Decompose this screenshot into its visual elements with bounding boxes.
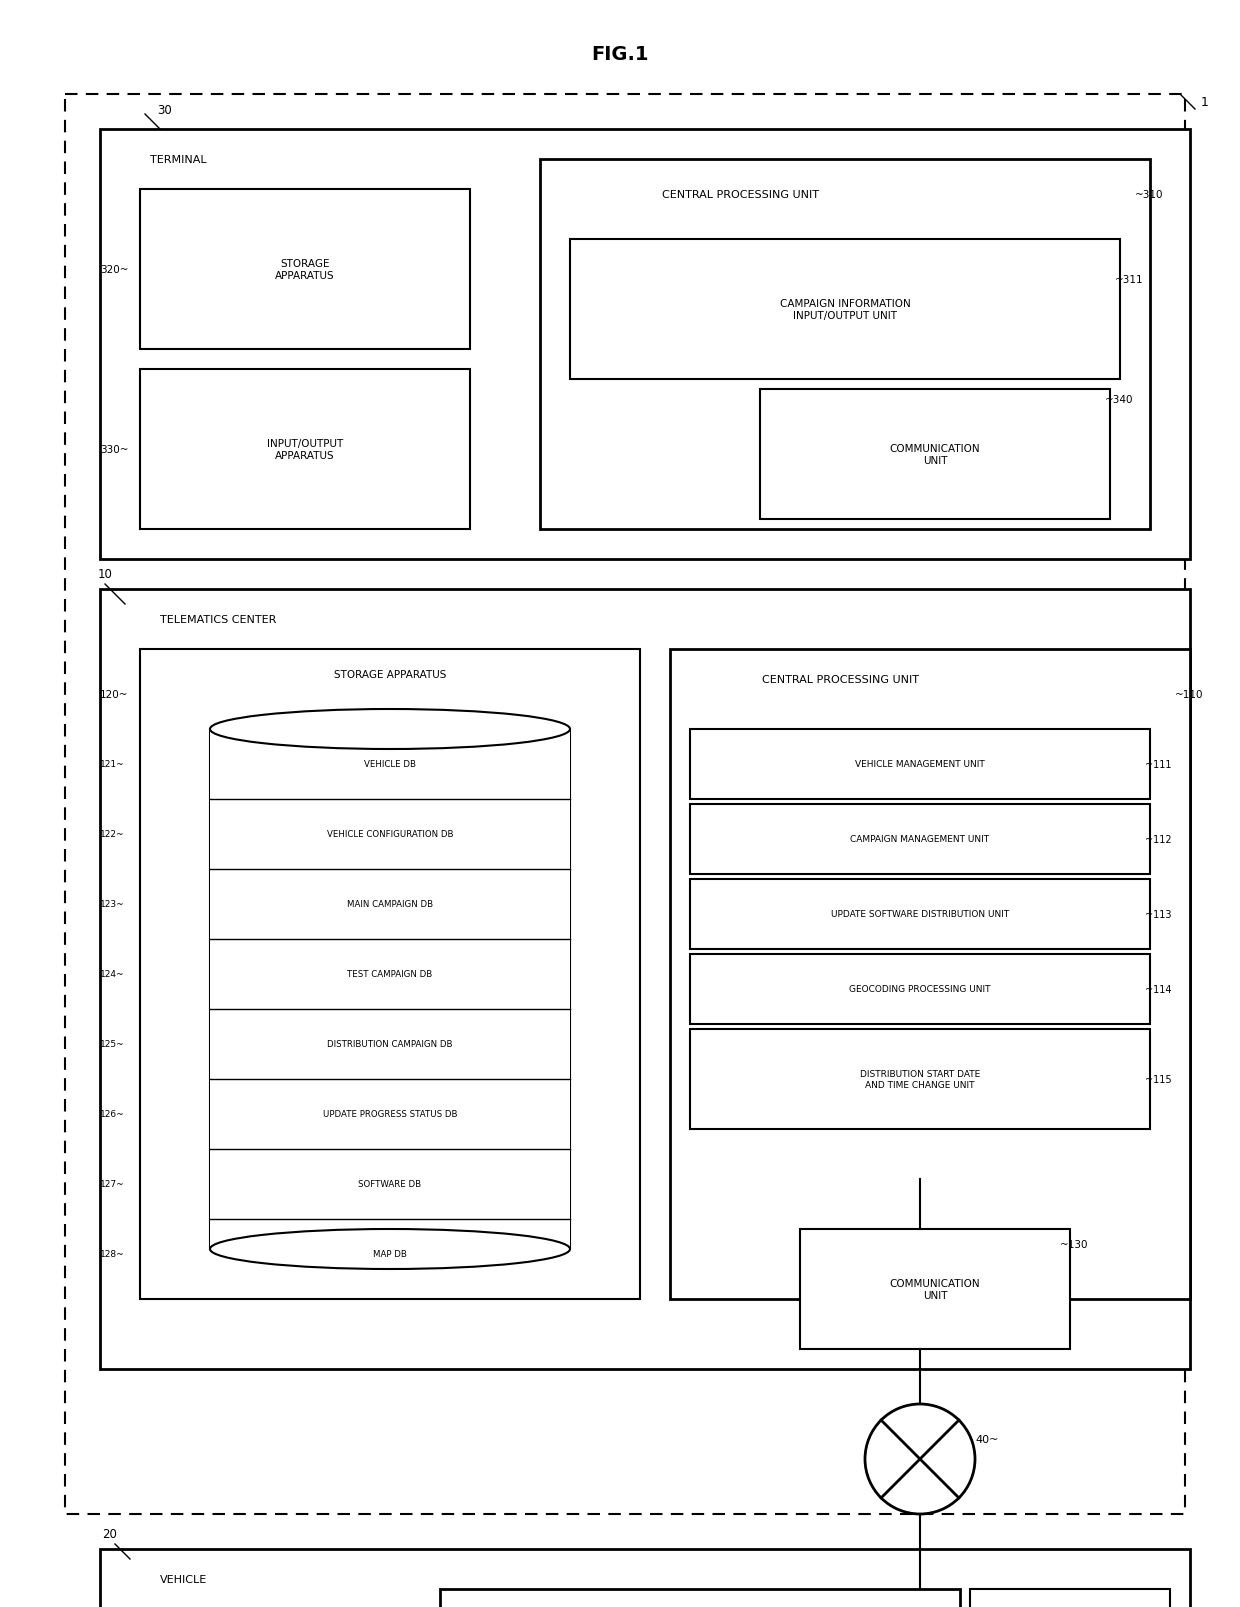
Text: STORAGE APPARATUS: STORAGE APPARATUS xyxy=(334,670,446,680)
Text: TELEMATICS CENTER: TELEMATICS CENTER xyxy=(160,614,277,625)
Bar xyxy=(140,370,470,530)
Text: TERMINAL: TERMINAL xyxy=(150,154,207,166)
Text: ~113: ~113 xyxy=(1145,910,1172,919)
Bar xyxy=(689,730,1149,800)
Text: 126~: 126~ xyxy=(100,1110,125,1118)
Text: 121~: 121~ xyxy=(100,760,125,770)
Bar xyxy=(140,649,640,1298)
Text: ~310: ~310 xyxy=(1135,190,1163,199)
Text: COMMUNICATION
UNIT: COMMUNICATION UNIT xyxy=(889,444,981,466)
Bar xyxy=(800,1229,1070,1350)
Bar xyxy=(100,130,1190,559)
Circle shape xyxy=(866,1405,975,1514)
Bar xyxy=(689,955,1149,1024)
Bar xyxy=(689,1030,1149,1130)
Text: DISTRIBUTION START DATE
AND TIME CHANGE UNIT: DISTRIBUTION START DATE AND TIME CHANGE … xyxy=(859,1070,980,1090)
Text: MAP DB: MAP DB xyxy=(373,1250,407,1258)
Text: 122~: 122~ xyxy=(100,829,124,839)
Text: ~112: ~112 xyxy=(1145,834,1172,844)
Text: ~311: ~311 xyxy=(1115,275,1143,284)
Text: 320~: 320~ xyxy=(100,265,129,275)
Text: 20: 20 xyxy=(103,1528,118,1541)
Text: GEOCODING PROCESSING UNIT: GEOCODING PROCESSING UNIT xyxy=(849,985,991,993)
Text: UPDATE PROGRESS STATUS DB: UPDATE PROGRESS STATUS DB xyxy=(322,1110,458,1118)
Bar xyxy=(64,95,1185,1514)
Text: 124~: 124~ xyxy=(100,971,124,979)
Bar xyxy=(100,590,1190,1369)
Text: ~111: ~111 xyxy=(1145,760,1172,770)
Text: MAIN CAMPAIGN DB: MAIN CAMPAIGN DB xyxy=(347,900,433,910)
Text: 30: 30 xyxy=(157,103,172,116)
Text: 40~: 40~ xyxy=(975,1433,998,1445)
Text: ~130: ~130 xyxy=(1060,1239,1089,1249)
Text: VEHICLE DB: VEHICLE DB xyxy=(365,760,415,770)
Text: ~110: ~110 xyxy=(1176,689,1204,699)
Text: SOFTWARE DB: SOFTWARE DB xyxy=(358,1180,422,1189)
Text: CENTRAL PROCESSING UNIT: CENTRAL PROCESSING UNIT xyxy=(761,675,919,685)
Text: 128~: 128~ xyxy=(100,1250,125,1258)
Text: ~114: ~114 xyxy=(1145,985,1172,995)
Bar xyxy=(689,805,1149,874)
Text: 123~: 123~ xyxy=(100,900,125,910)
Bar xyxy=(440,1589,960,1607)
Text: ~340: ~340 xyxy=(1105,395,1133,405)
Bar xyxy=(970,1589,1171,1607)
Bar xyxy=(670,649,1190,1298)
Text: UPDATE SOFTWARE DISTRIBUTION UNIT: UPDATE SOFTWARE DISTRIBUTION UNIT xyxy=(831,910,1009,919)
Text: CAMPAIGN INFORMATION
INPUT/OUTPUT UNIT: CAMPAIGN INFORMATION INPUT/OUTPUT UNIT xyxy=(780,299,910,321)
Text: INPUT/OUTPUT
APPARATUS: INPUT/OUTPUT APPARATUS xyxy=(267,439,343,461)
Text: DISTRIBUTION CAMPAIGN DB: DISTRIBUTION CAMPAIGN DB xyxy=(327,1040,453,1049)
Bar xyxy=(140,190,470,350)
Text: TEST CAMPAIGN DB: TEST CAMPAIGN DB xyxy=(347,971,433,979)
Text: VEHICLE CONFIGURATION DB: VEHICLE CONFIGURATION DB xyxy=(327,829,454,839)
Text: FIG.1: FIG.1 xyxy=(591,45,649,64)
Bar xyxy=(570,239,1120,379)
Ellipse shape xyxy=(210,1229,570,1270)
Bar xyxy=(539,161,1149,530)
Bar xyxy=(760,391,1110,519)
Text: 10: 10 xyxy=(98,569,113,582)
Text: 120~: 120~ xyxy=(100,689,129,699)
Text: 125~: 125~ xyxy=(100,1040,125,1049)
Bar xyxy=(689,879,1149,950)
Bar xyxy=(210,730,570,1249)
Ellipse shape xyxy=(210,710,570,749)
Text: VEHICLE: VEHICLE xyxy=(160,1573,207,1585)
Text: ~115: ~115 xyxy=(1145,1075,1172,1085)
Text: 127~: 127~ xyxy=(100,1180,125,1189)
Bar xyxy=(100,1549,1190,1607)
Text: 330~: 330~ xyxy=(100,445,129,455)
Text: CENTRAL PROCESSING UNIT: CENTRAL PROCESSING UNIT xyxy=(661,190,818,199)
Text: VEHICLE MANAGEMENT UNIT: VEHICLE MANAGEMENT UNIT xyxy=(856,760,985,770)
Text: COMMUNICATION
UNIT: COMMUNICATION UNIT xyxy=(889,1279,981,1300)
Text: 1: 1 xyxy=(1202,95,1209,108)
Text: CAMPAIGN MANAGEMENT UNIT: CAMPAIGN MANAGEMENT UNIT xyxy=(851,836,990,844)
Text: STORAGE
APPARATUS: STORAGE APPARATUS xyxy=(275,259,335,281)
